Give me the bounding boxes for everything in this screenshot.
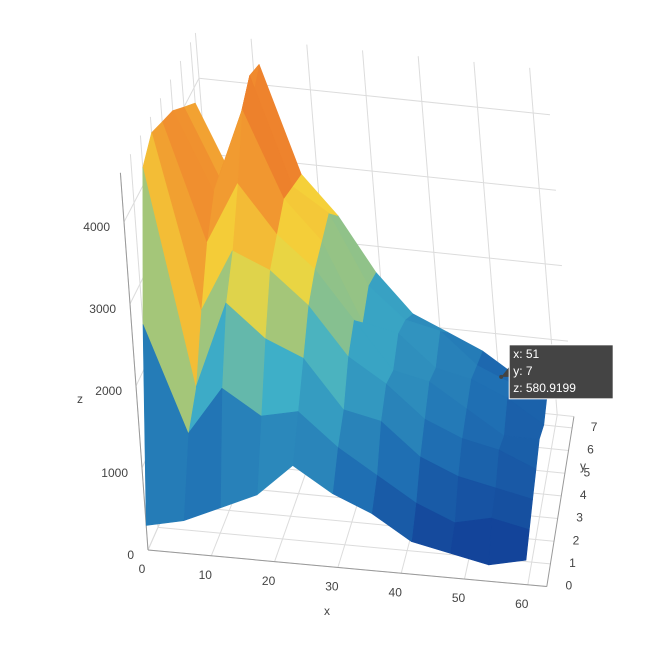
z-tick-label: 4000	[83, 220, 110, 234]
tooltip: x: 51 y: 7 z: 580.9199	[501, 344, 614, 400]
x-tick-label: 20	[262, 574, 276, 588]
z-tick-label: 1000	[101, 466, 128, 480]
z-tick-label: 2000	[95, 384, 122, 398]
x-tick-label: 60	[515, 597, 529, 611]
x-axis-title: x	[324, 604, 330, 618]
surface-patch	[142, 324, 189, 526]
z-axis-line	[119, 172, 149, 551]
surface-patch	[256, 411, 299, 496]
x-tick-label: 40	[389, 585, 403, 599]
tooltip-line: z: 580.9199	[513, 381, 576, 395]
y-tick-label: 7	[591, 420, 598, 434]
x-tick-label: 50	[452, 591, 466, 605]
tooltip-line: x: 51	[513, 347, 539, 361]
z-tick-label: 3000	[89, 302, 116, 316]
grid-line	[473, 61, 503, 410]
grid-line	[527, 414, 558, 585]
z-axis-title: z	[77, 392, 83, 406]
surface-patch	[449, 517, 492, 566]
x-tick-label: 10	[199, 568, 213, 582]
y-tick-label: 1	[569, 556, 576, 570]
y-tick-label: 6	[587, 443, 594, 457]
x-tick-label: 0	[139, 562, 146, 576]
x-axis-line	[147, 549, 547, 588]
tooltip-pointer	[501, 366, 510, 377]
y-tick-label: 0	[565, 579, 572, 593]
tooltip-box	[508, 344, 614, 400]
tooltip-line: y: 7	[513, 364, 533, 378]
y-tick-label: 5	[584, 465, 591, 479]
z-tick-label: 0	[127, 548, 134, 562]
y-tick-label: 3	[576, 511, 583, 525]
y-tick-label: 2	[573, 533, 580, 547]
x-tick-label: 30	[325, 580, 339, 594]
y-axis-title: y	[580, 459, 586, 473]
y-tick-label: 4	[580, 488, 587, 502]
y-axis-line	[546, 416, 575, 587]
